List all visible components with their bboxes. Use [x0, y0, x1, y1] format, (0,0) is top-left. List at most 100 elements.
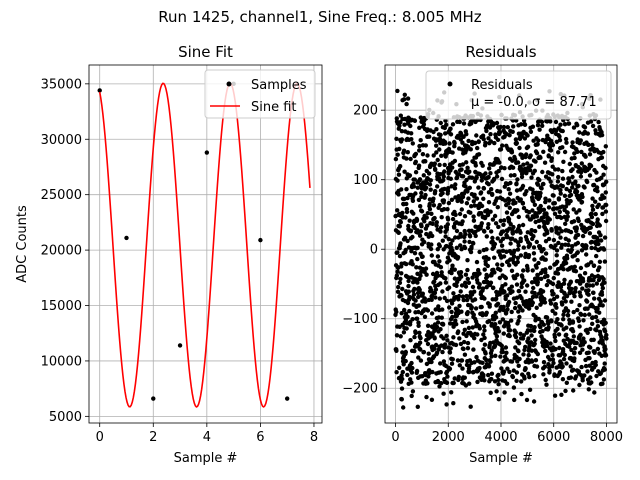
residual-point	[469, 244, 474, 250]
residual-point	[499, 366, 504, 371]
residual-point	[403, 215, 408, 220]
residual-point	[468, 147, 473, 152]
residual-point	[477, 249, 482, 255]
residual-point	[467, 169, 472, 174]
residual-point	[409, 393, 414, 399]
residual-point	[550, 308, 555, 314]
residual-point	[467, 363, 472, 369]
residual-point	[403, 349, 408, 355]
residual-point	[515, 259, 520, 265]
residual-point	[546, 325, 551, 330]
residual-point	[435, 320, 441, 325]
residual-point	[542, 364, 548, 369]
residual-point	[401, 362, 406, 367]
residual-point	[438, 225, 444, 230]
residual-point	[556, 240, 561, 246]
residual-point	[542, 296, 547, 302]
residual-point	[582, 125, 588, 130]
sine-fit-ylabel: ADC Counts	[15, 205, 30, 283]
residual-point	[559, 392, 564, 397]
residual-point	[488, 132, 493, 137]
residual-point	[507, 205, 512, 210]
residual-point	[489, 229, 494, 234]
residual-point	[602, 195, 607, 200]
residual-point	[466, 196, 471, 201]
residual-point	[412, 251, 418, 256]
residual-point	[463, 383, 469, 388]
residual-point	[443, 118, 448, 123]
residual-point	[499, 243, 505, 248]
residual-point	[399, 373, 404, 378]
residual-point	[499, 176, 505, 182]
residual-point	[532, 202, 538, 207]
residual-point	[516, 288, 522, 294]
residual-point	[572, 264, 577, 269]
residual-point	[568, 229, 574, 235]
residual-point	[516, 363, 521, 368]
residual-point	[451, 335, 456, 340]
residual-point	[395, 178, 400, 183]
residual-point	[489, 187, 494, 192]
residual-point	[515, 247, 521, 252]
residual-point	[482, 328, 487, 333]
residual-point	[525, 230, 530, 235]
residual-point	[411, 184, 417, 189]
residual-point	[450, 122, 456, 127]
residual-point	[560, 377, 566, 382]
residual-point	[456, 329, 461, 334]
residual-point	[454, 228, 460, 234]
residual-point	[429, 297, 434, 302]
residual-point	[481, 332, 486, 337]
residual-point	[595, 324, 601, 329]
residual-point	[435, 273, 441, 278]
residual-point	[443, 276, 448, 281]
residual-point	[429, 311, 435, 316]
residual-point	[398, 120, 403, 125]
sample-point	[151, 396, 156, 401]
residual-point	[400, 286, 405, 292]
residual-point	[534, 364, 540, 369]
residual-point	[482, 296, 487, 301]
residual-point	[429, 242, 434, 247]
residual-point	[462, 239, 467, 244]
residual-point	[402, 92, 407, 98]
residual-point	[513, 200, 518, 205]
residual-point	[495, 236, 500, 241]
residual-point	[528, 168, 533, 173]
residuals-y-tick-label: 0	[370, 243, 378, 258]
residual-point	[438, 361, 443, 366]
residual-point	[544, 343, 550, 349]
residual-point	[447, 366, 453, 371]
residual-point	[419, 194, 424, 199]
residual-point	[418, 138, 423, 143]
residual-point	[566, 242, 571, 248]
residual-point	[556, 167, 561, 172]
residual-point	[431, 196, 436, 201]
residual-point	[401, 148, 407, 153]
residual-point	[588, 375, 593, 380]
residual-point	[489, 354, 494, 359]
residual-point	[471, 347, 476, 352]
residual-point	[432, 161, 437, 166]
residual-point	[563, 136, 569, 142]
residual-point	[440, 238, 445, 243]
residual-point	[575, 250, 580, 255]
residual-point	[477, 271, 482, 276]
residual-point	[602, 280, 607, 285]
residual-point	[599, 132, 605, 138]
residual-point	[556, 196, 562, 201]
residual-point	[444, 298, 450, 304]
residual-point	[446, 200, 452, 206]
residual-point	[534, 305, 539, 310]
residual-point	[433, 295, 438, 300]
residual-point	[450, 165, 455, 170]
residual-point	[501, 124, 507, 130]
residual-point	[595, 189, 600, 194]
residual-point	[541, 247, 546, 252]
residual-point	[494, 334, 500, 339]
residual-point	[540, 123, 545, 128]
residual-point	[444, 380, 450, 385]
residual-point	[559, 215, 564, 220]
residual-point	[462, 327, 467, 332]
residual-point	[453, 235, 458, 240]
